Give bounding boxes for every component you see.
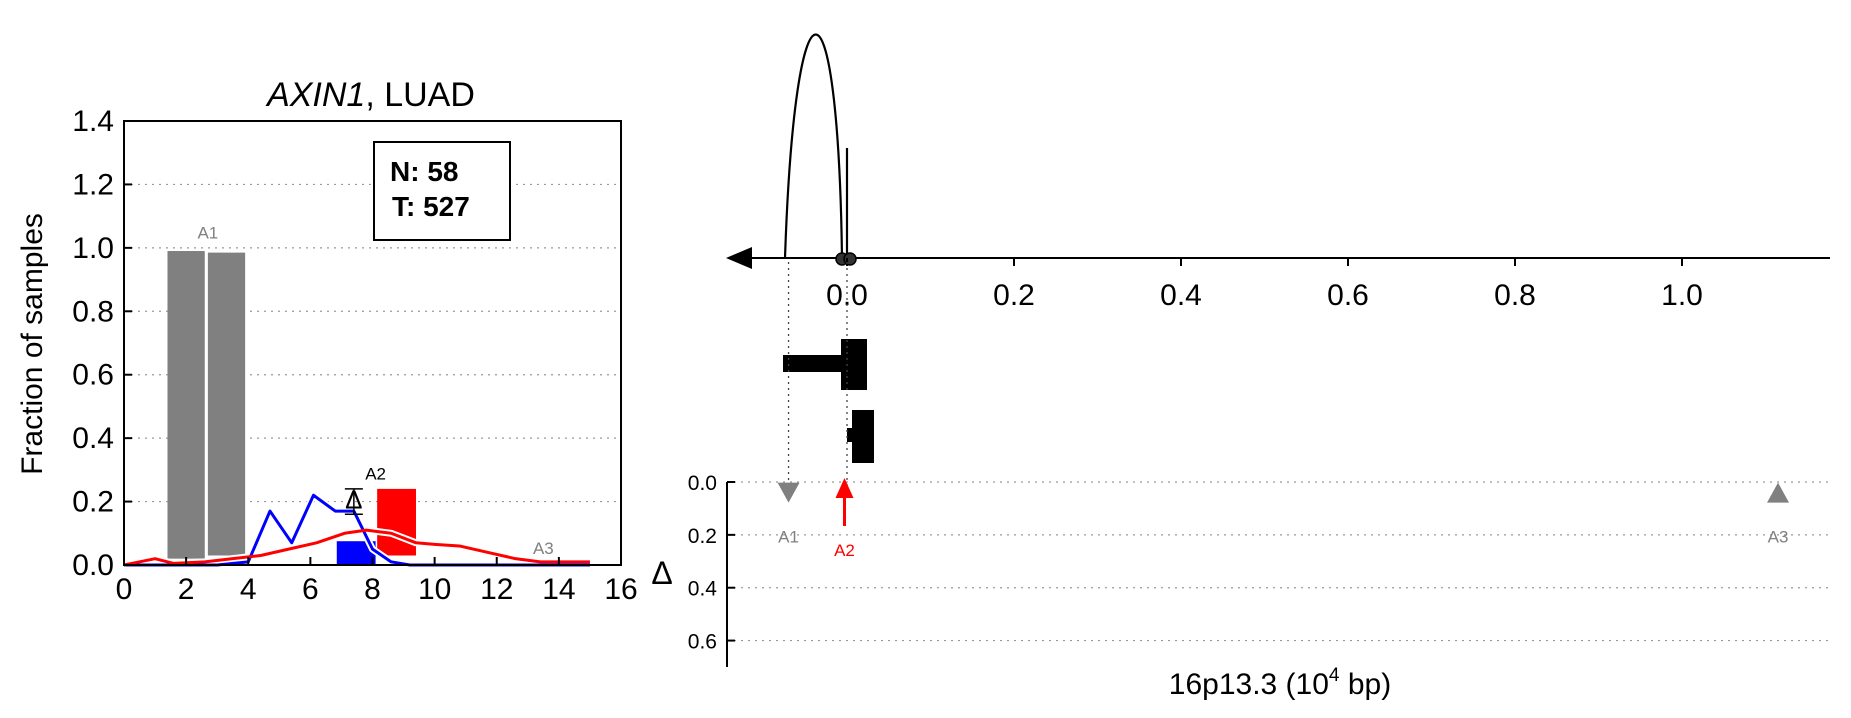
genome-x-label: 16p13.3 (104 bp)	[1169, 665, 1391, 701]
gene-model-1	[783, 339, 867, 390]
x-tick-label: 14	[542, 573, 575, 606]
y-tick-label: 0.6	[72, 359, 114, 392]
bar	[207, 252, 246, 556]
genome-x-label-end: bp)	[1340, 668, 1392, 701]
left-panel: AXIN1, LUAD Fraction of samples A1 A2 A3 Δ…	[16, 76, 638, 606]
x-tick-label: 0	[116, 573, 133, 606]
x-tick-label: 10	[418, 573, 451, 606]
y-tick-label: 0.2	[72, 486, 114, 519]
marker-label: A3	[1768, 528, 1789, 547]
genome-x-label-exp: 4	[1329, 665, 1340, 686]
triangle-up-icon	[1767, 482, 1790, 503]
gene-intron-block	[783, 355, 845, 372]
axis-arrow-left-icon	[726, 247, 752, 269]
sample-count-frame	[373, 141, 511, 241]
genome-tick-label: 0.6	[1327, 279, 1369, 312]
bar-label: A2	[365, 464, 386, 483]
genome-ticks: 0.0 0.2 0.4 0.6 0.8 1.0	[826, 258, 1703, 312]
x-tick-label: 4	[240, 573, 257, 606]
y-tick-label: 0.4	[72, 422, 114, 455]
chart-title: AXIN1, LUAD	[265, 76, 475, 114]
bar	[336, 541, 376, 565]
x-tick-label: 16	[604, 573, 637, 606]
bar	[377, 488, 416, 556]
arrow-up-icon	[835, 478, 854, 498]
x-tick-label: 8	[364, 573, 381, 606]
delta-panel: 0.0 0.2 0.4 0.6 A1 A2 A3	[688, 262, 1830, 667]
bar-label: A3	[533, 539, 554, 558]
gene-exon-block	[852, 410, 874, 463]
genome-tick-label: 0.2	[993, 279, 1035, 312]
delta-tick-label: 0.2	[688, 525, 717, 548]
tumor-count: T: 527	[392, 191, 470, 222]
delta-tick-label: 0.4	[688, 578, 718, 601]
y-tick-label: 1.2	[72, 168, 114, 201]
delta-tick-label: 0.0	[688, 472, 717, 495]
x-tick-label: 6	[302, 573, 319, 606]
error-bar: Δ	[344, 484, 363, 516]
genome-tick-label: 0.8	[1494, 279, 1536, 312]
bar	[167, 251, 205, 559]
y-tick-label: 0.8	[72, 295, 114, 328]
x-tick-label: 2	[178, 573, 195, 606]
series-line	[123, 528, 590, 567]
link-arc	[783, 33, 844, 259]
y-tick-label: 1.0	[72, 232, 114, 265]
triangle-down-icon	[777, 482, 800, 503]
marker-label: A1	[778, 528, 799, 547]
y-tick-label: 1.4	[72, 105, 114, 138]
y-axis-label: Fraction of samples	[16, 213, 49, 475]
genome-tick-label: 1.0	[1661, 279, 1703, 312]
genome-tick-label: 0.4	[1160, 279, 1202, 312]
delta-tick-label: 0.6	[688, 631, 717, 654]
error-bar-marker: Δ	[345, 484, 362, 514]
axis-anchor-dot	[843, 252, 857, 266]
genome-tick-label: 0.0	[826, 279, 868, 312]
x-tick-label: 12	[480, 573, 513, 606]
left-bar-labels: A1 A2 A3	[197, 223, 553, 558]
left-bars	[167, 251, 416, 565]
sample-count-box: N: 58 T: 527	[373, 141, 511, 241]
left-grid	[124, 183, 621, 503]
genome-x-label-main: 16p13.3 (10	[1169, 668, 1329, 701]
left-ticks: 0.0 0.2 0.4 0.6 0.8 1.0 1.2 1.4 0 2 4 6 8 10 12 14 16	[72, 105, 637, 606]
gene-exon-block	[841, 339, 867, 390]
title-gene: AXIN1	[265, 76, 365, 114]
bar-label: A1	[197, 223, 218, 242]
marker-label: A2	[834, 541, 855, 560]
gene-model-2	[847, 410, 874, 463]
title-rest: , LUAD	[365, 76, 475, 114]
normal-count: N: 58	[390, 156, 458, 187]
delta-axis-label: Δ	[651, 555, 672, 591]
y-tick-label: 0.0	[72, 549, 114, 582]
